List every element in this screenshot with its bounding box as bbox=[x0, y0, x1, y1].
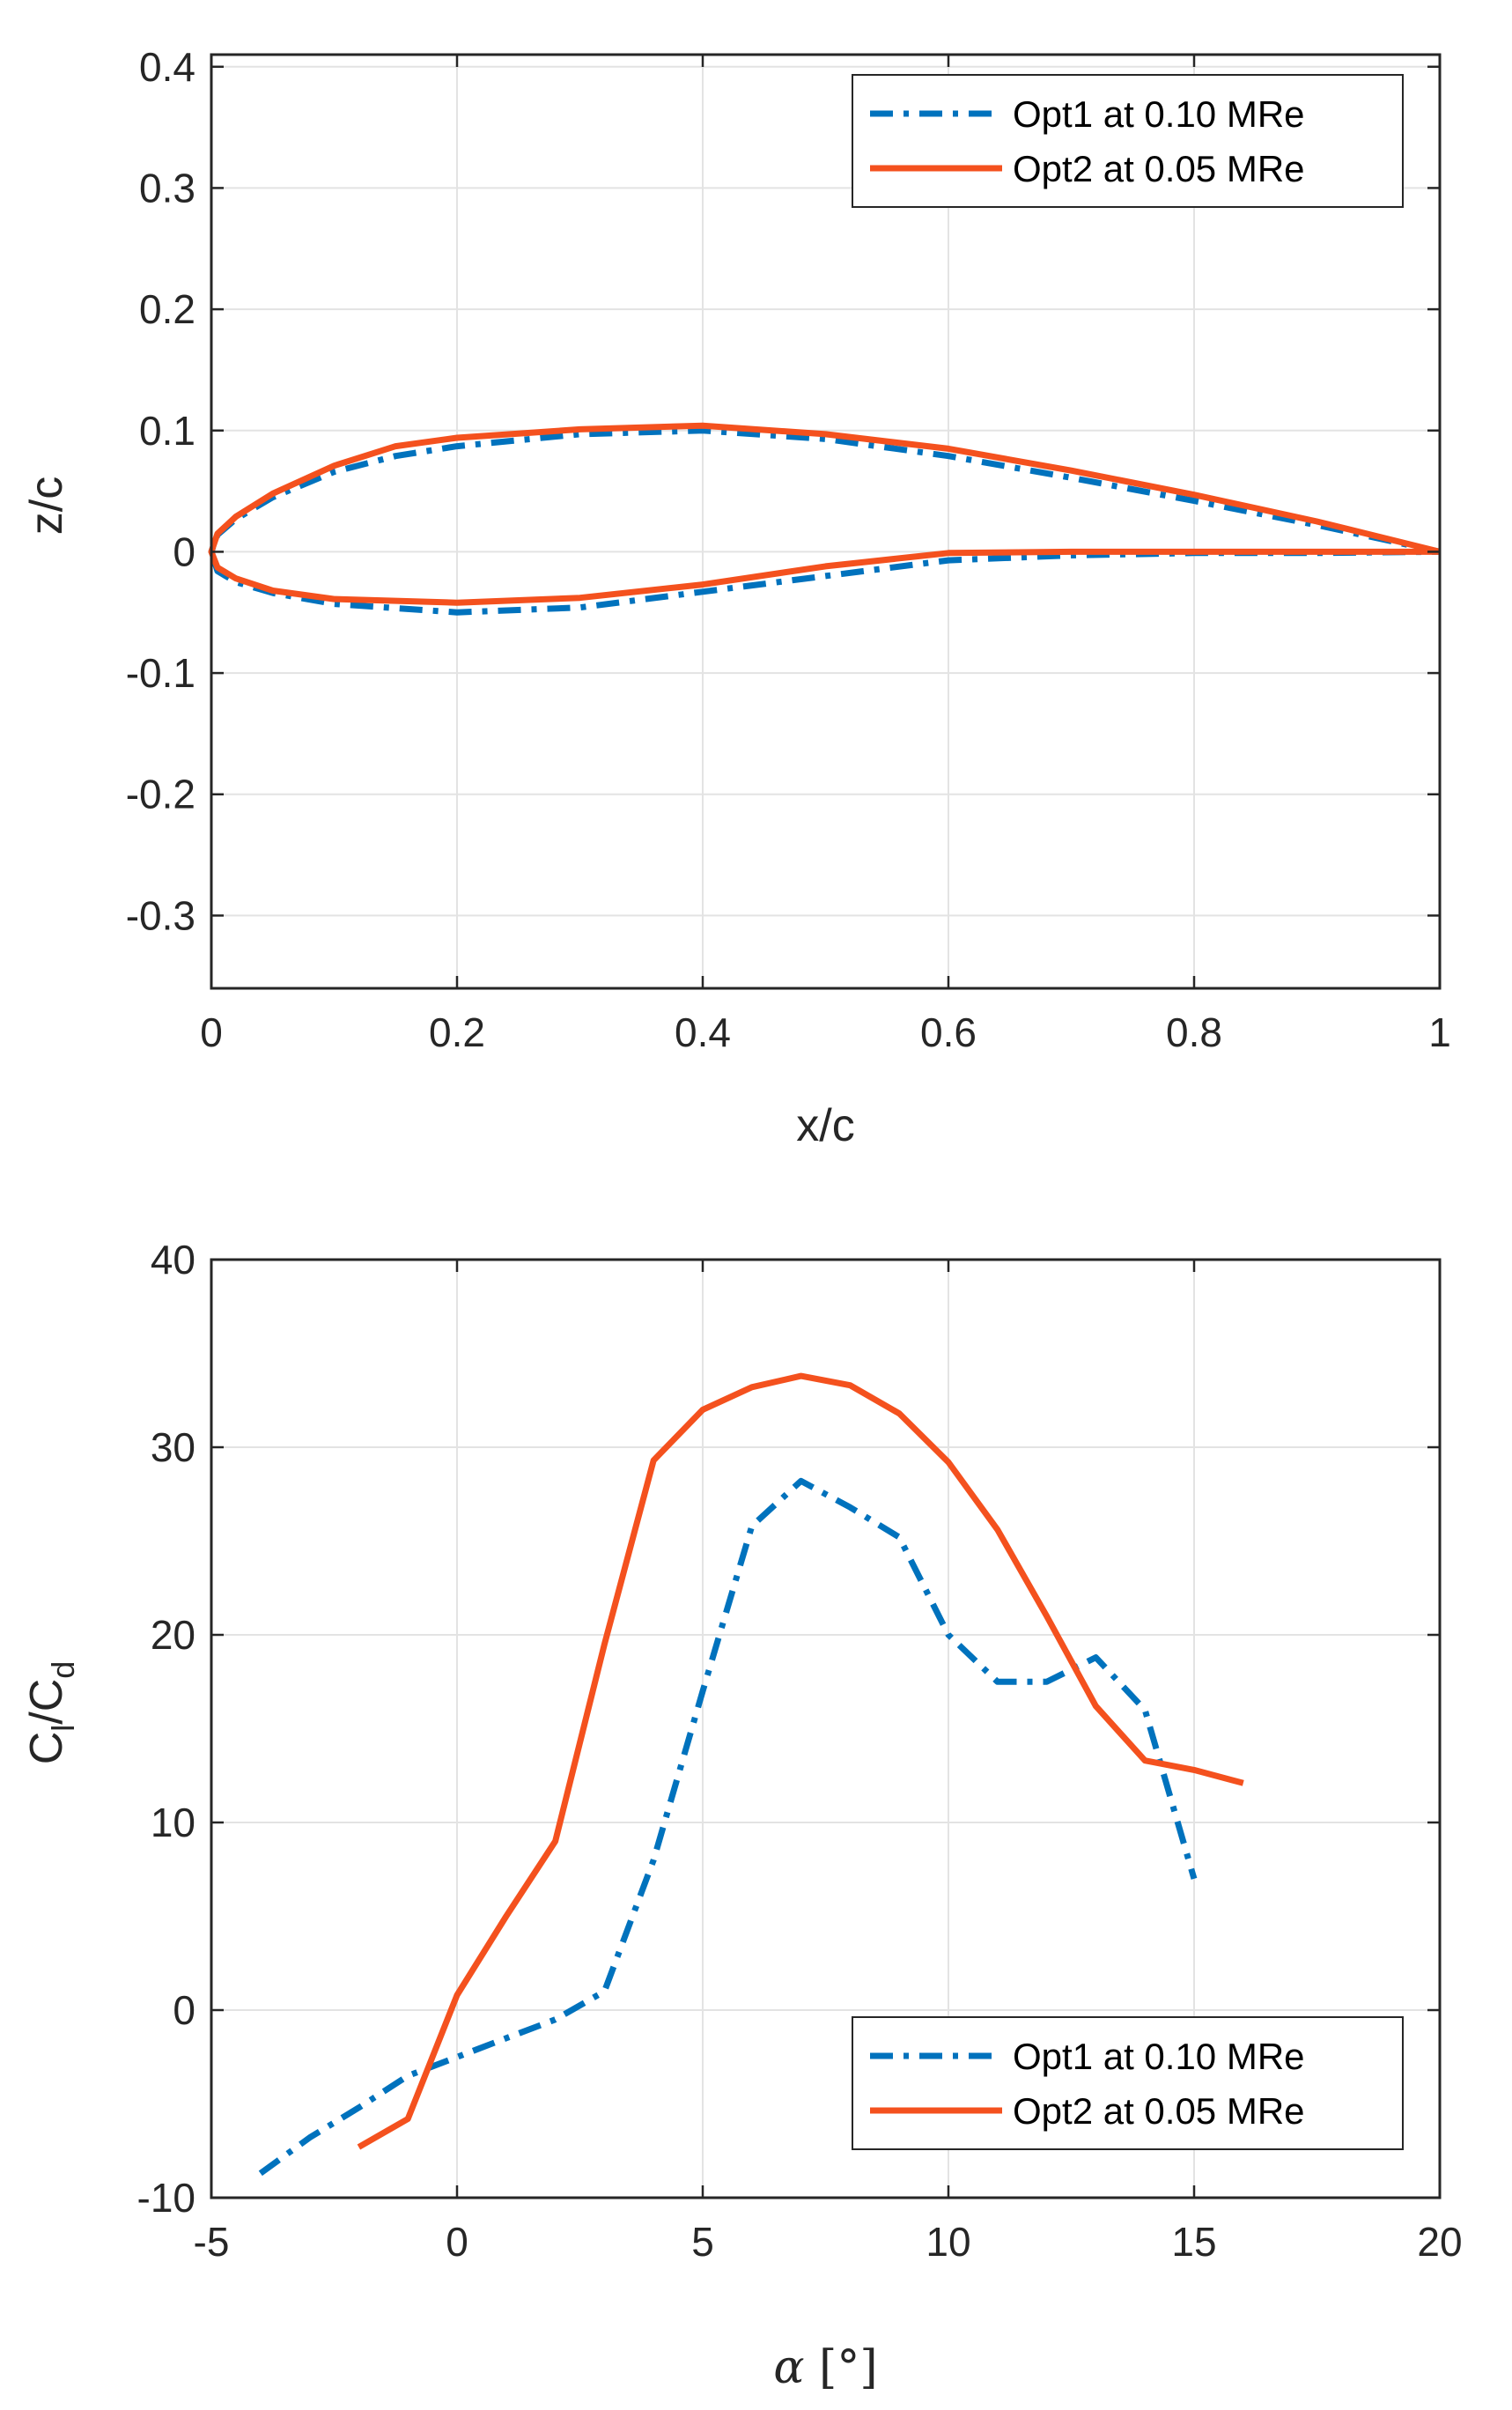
legend: Opt1 at 0.10 MRe Opt2 at 0.05 MRe bbox=[852, 2016, 1404, 2150]
tick-labels: 0 0.2 0.4 0.6 0.8 1 -0.3 -0.2 -0.1 0 0.1 0.2 0.3 0.4 bbox=[126, 44, 1451, 1055]
legend-entry-opt2: Opt2 at 0.05 MRe bbox=[1013, 2090, 1305, 2132]
axes-box bbox=[210, 1258, 1442, 2199]
x-tick-label: 20 bbox=[1417, 2219, 1462, 2265]
x-tick-label: 0.2 bbox=[429, 1009, 485, 1055]
x-tick-label: 0 bbox=[200, 1009, 223, 1055]
legend-box bbox=[852, 74, 1404, 208]
x-tick-label: -5 bbox=[194, 2219, 230, 2265]
y-tick-label: 40 bbox=[151, 1237, 195, 1283]
tick-marks bbox=[210, 1258, 1442, 2199]
y-tick-label: 0 bbox=[173, 1987, 195, 2033]
y-tick-label: -0.3 bbox=[126, 892, 195, 938]
axes-box bbox=[210, 53, 1442, 990]
legend-entry-opt1: Opt1 at 0.10 MRe bbox=[1013, 93, 1305, 135]
series-group bbox=[258, 1372, 1244, 2177]
x-tick-label: 0.4 bbox=[675, 1009, 731, 1055]
tick-marks bbox=[210, 55, 1442, 988]
x-axis-label: x/c bbox=[796, 1100, 854, 1151]
y-axis-label: z/c bbox=[21, 477, 72, 535]
y-tick-label: -0.1 bbox=[126, 650, 195, 696]
x-tick-label: 15 bbox=[1171, 2219, 1216, 2265]
series-line-opt2 bbox=[357, 1372, 1244, 2150]
x-tick-label: 0.6 bbox=[920, 1009, 977, 1055]
y-tick-label: 0.3 bbox=[139, 165, 195, 211]
x-tick-label: 0 bbox=[446, 2219, 468, 2265]
y-tick-label: 0.2 bbox=[139, 286, 195, 332]
series-line-opt1 bbox=[208, 427, 1441, 616]
lift-drag-ratio-chart: -5 0 5 10 15 20 -10 0 10 20 30 40 α [°] Cl/Cd Opt1 … bbox=[21, 1237, 1463, 2394]
legend-box bbox=[852, 2016, 1404, 2150]
y-tick-label: -0.2 bbox=[126, 772, 195, 817]
legend: Opt1 at 0.10 MRe Opt2 at 0.05 MRe bbox=[852, 74, 1404, 208]
y-tick-label: 0.4 bbox=[139, 44, 195, 90]
y-tick-label: 10 bbox=[151, 1800, 195, 1845]
x-tick-label: 0.8 bbox=[1166, 1009, 1222, 1055]
legend-entry-opt2: Opt2 at 0.05 MRe bbox=[1013, 148, 1305, 189]
y-tick-label: -10 bbox=[137, 2175, 195, 2221]
airfoil-profile-chart: 0 0.2 0.4 0.6 0.8 1-0.3-0.2-0.100.10.20.30.4 … bbox=[21, 44, 1451, 1151]
y-tick-label: 0 bbox=[173, 529, 195, 574]
y-tick-label: 20 bbox=[151, 1612, 195, 1658]
legend-entry-opt1: Opt1 at 0.10 MRe bbox=[1013, 2036, 1305, 2077]
y-tick-label: 30 bbox=[151, 1424, 195, 1470]
tick-labels: -5 0 5 10 15 20 -10 0 10 20 30 40 bbox=[137, 1237, 1463, 2265]
y-axis-label: Cl/Cd bbox=[21, 1661, 81, 1765]
series-line-opt2 bbox=[208, 422, 1441, 606]
series-group bbox=[208, 422, 1441, 616]
x-tick-label: 5 bbox=[691, 2219, 714, 2265]
x-axis-label: α [°] bbox=[773, 2341, 877, 2394]
x-tick-label: 1 bbox=[1428, 1009, 1451, 1055]
series-line-opt1 bbox=[258, 1477, 1198, 2177]
y-tick-label: 0.1 bbox=[139, 408, 195, 454]
x-tick-label: 10 bbox=[926, 2219, 970, 2265]
